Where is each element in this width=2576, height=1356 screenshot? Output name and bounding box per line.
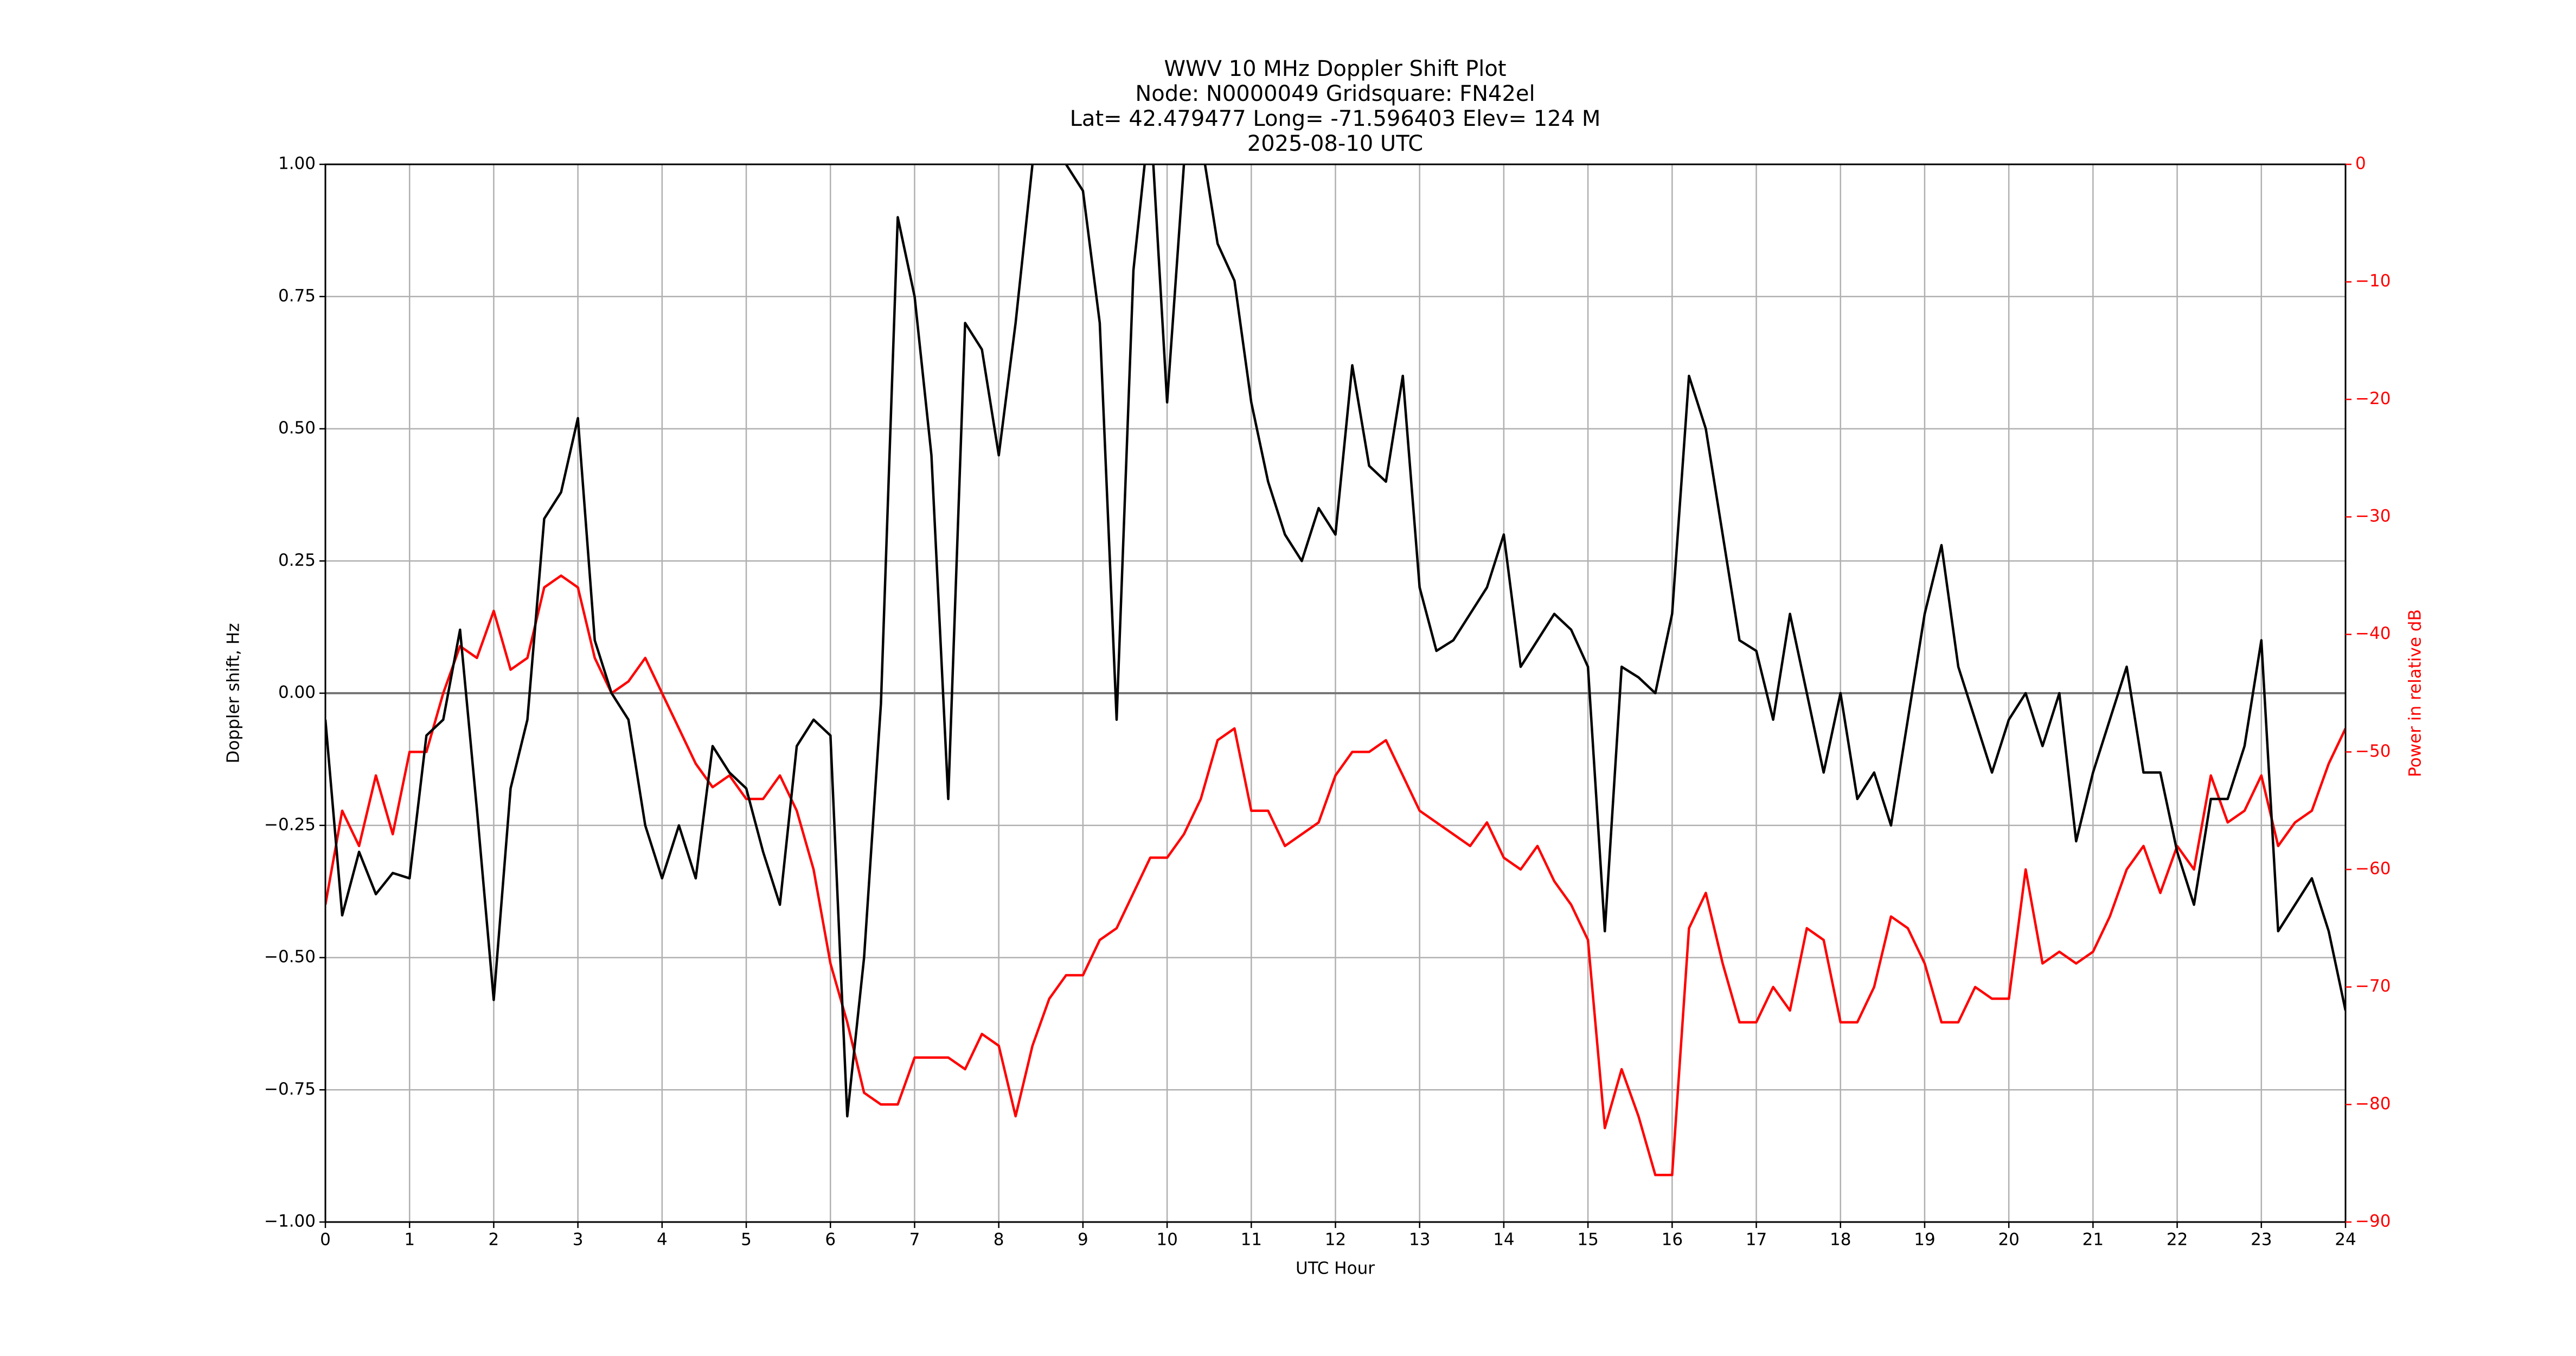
x-tick-label: 19 [1914,1230,1935,1250]
y-tick-label: −0.75 [264,1079,316,1099]
y2-tick-label: −80 [2355,1094,2391,1114]
y-tick-label: 0.50 [278,418,316,438]
y2-tick-label: −70 [2355,976,2391,996]
plot-area [325,164,2346,1176]
chart-subtitle: Lat= 42.479477 Long= -71.596403 Elev= 12… [1070,106,1601,131]
y2-tick-label: −20 [2355,389,2391,408]
x-tick-label: 2 [489,1230,499,1250]
data-line [325,574,2346,1176]
ticks: 0 1 2 3 4 5 6 7 8 9 10 11 12 13 14 15 16 17 18 19 20 21 22 23 24… [264,154,2391,1250]
x-axis-label: UTC Hour [1296,1259,1375,1278]
x-tick-label: 11 [1241,1230,1262,1250]
x-tick-label: 16 [1662,1230,1683,1250]
x-tick-label: 20 [1998,1230,2019,1250]
data-line [325,164,2346,1118]
y2-tick-label: −40 [2355,624,2391,643]
x-tick-label: 12 [1325,1230,1346,1250]
x-tick-label: 18 [1830,1230,1851,1250]
chart-title: WWV 10 MHz Doppler Shift Plot [1164,56,1506,81]
x-tick-label: 7 [909,1230,920,1250]
x-tick-label: 15 [1577,1230,1598,1250]
x-tick-label: 6 [825,1230,836,1250]
x-tick-label: 5 [741,1230,752,1250]
y2-tick-label: −50 [2355,741,2391,761]
y-tick-label: −1.00 [264,1212,316,1231]
x-tick-label: 24 [2335,1230,2356,1250]
x-tick-label: 3 [573,1230,584,1250]
x-tick-label: 1 [404,1230,415,1250]
x-tick-label: 14 [1493,1230,1514,1250]
y2-tick-label: 0 [2355,154,2366,174]
y2-tick-label: −30 [2355,507,2391,526]
chart-subtitle: 2025-08-10 UTC [1247,131,1423,156]
x-tick-label: 17 [1746,1230,1767,1250]
y-tick-label: 1.00 [278,154,316,174]
y-axis-label: Doppler shift, Hz [224,623,243,764]
y-tick-label: 0.75 [278,286,316,305]
x-tick-label: 4 [657,1230,668,1250]
y-tick-label: −0.25 [264,815,316,834]
x-tick-label: 13 [1409,1230,1430,1250]
x-tick-label: 21 [2082,1230,2104,1250]
x-tick-label: 10 [1156,1230,1177,1250]
x-tick-label: 22 [2167,1230,2188,1250]
y2-tick-label: −60 [2355,859,2391,879]
y2-tick-label: −90 [2355,1212,2391,1231]
x-tick-label: 0 [320,1230,331,1250]
y-tick-label: 0.00 [278,683,316,702]
x-tick-label: 8 [994,1230,1004,1250]
chart-subtitle: Node: N0000049 Gridsquare: FN42el [1135,81,1535,106]
x-tick-label: 23 [2251,1230,2272,1250]
y-tick-label: 0.25 [278,551,316,570]
y2-tick-label: −10 [2355,271,2391,291]
y-tick-label: −0.50 [264,947,316,967]
x-tick-label: 9 [1078,1230,1088,1250]
y2-axis-label: Power in relative dB [2406,609,2425,777]
